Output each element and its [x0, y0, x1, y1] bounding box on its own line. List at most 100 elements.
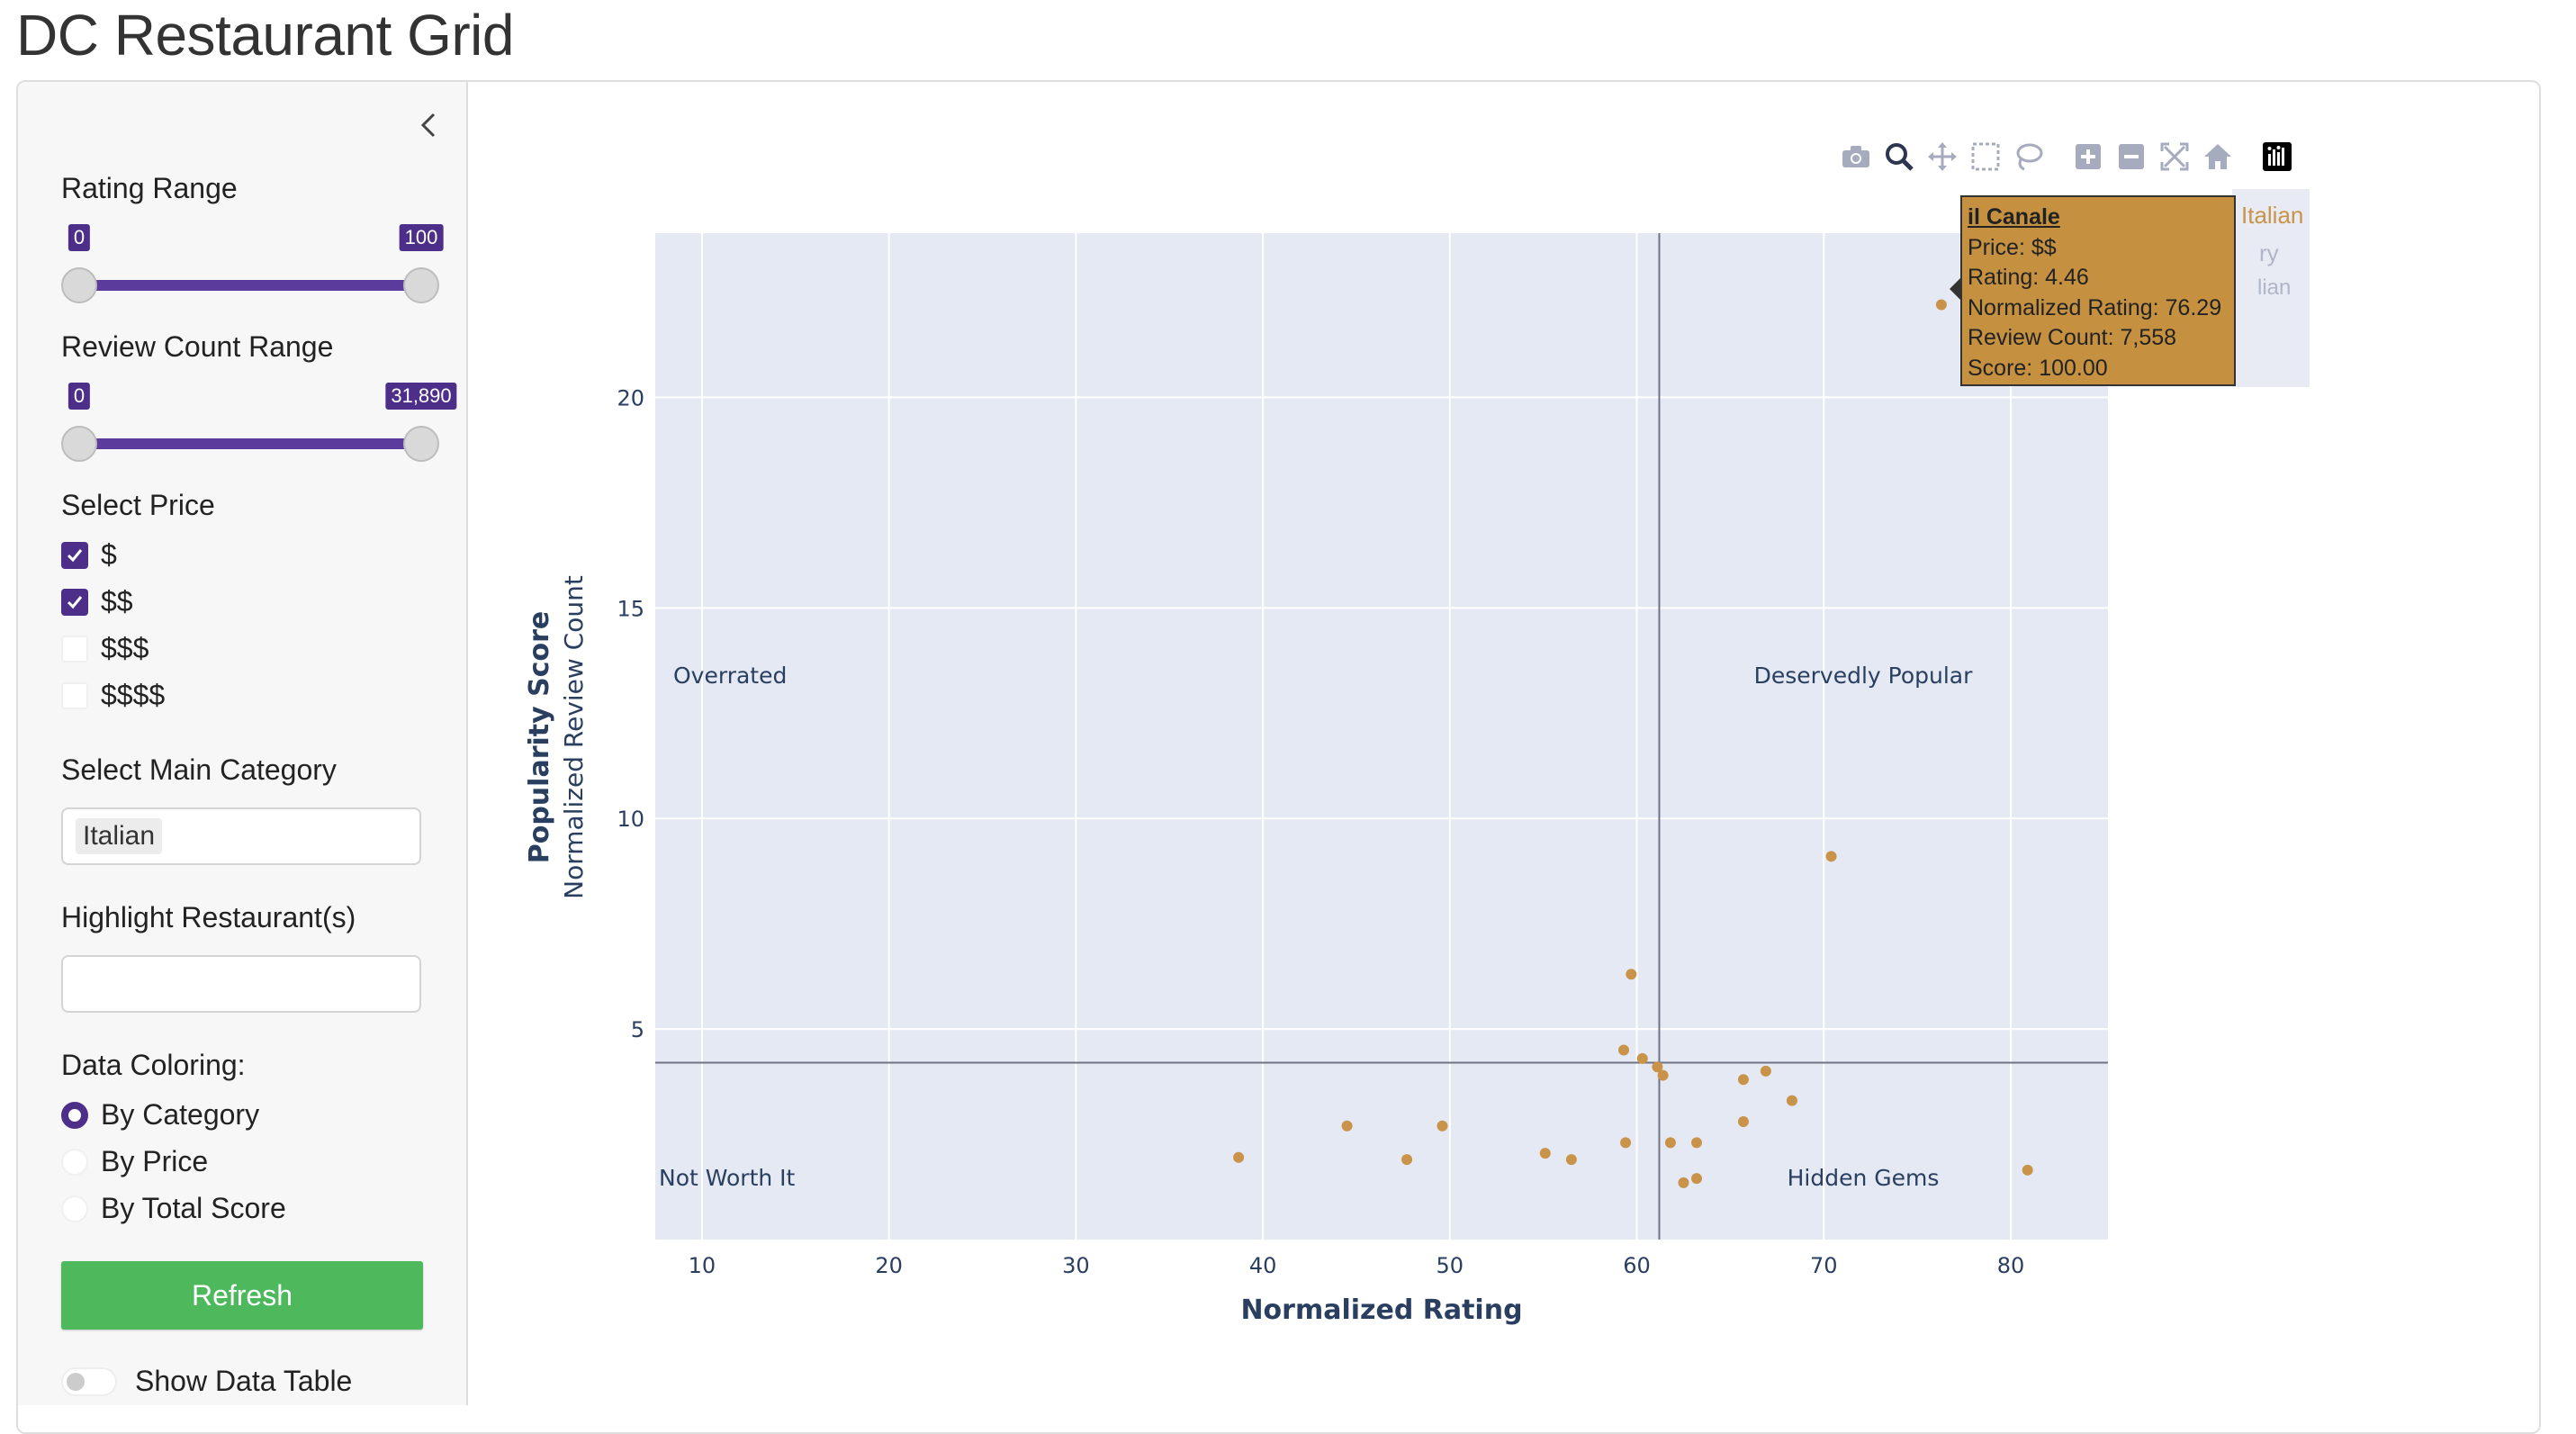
- y-tick-label: 5: [631, 1017, 644, 1042]
- plotly-logo-button[interactable]: [2256, 137, 2299, 176]
- camera-icon: [1842, 146, 1869, 167]
- slider-track: [79, 438, 421, 449]
- price-option-label: $$$: [101, 632, 149, 664]
- rating-range-min-handle[interactable]: [61, 267, 97, 303]
- autoscale-button[interactable]: [2153, 137, 2196, 176]
- download-plot-button[interactable]: [1834, 137, 1878, 176]
- y-axis-subtitle: Normalized Review Count: [559, 575, 589, 899]
- legend-item[interactable]: lian: [2257, 275, 2292, 300]
- zoom-button[interactable]: [1878, 137, 1921, 176]
- price-checkbox-2[interactable]: $$: [61, 585, 133, 618]
- main-category-select[interactable]: Italian: [61, 807, 421, 865]
- check-icon: [67, 548, 83, 562]
- y-tick-label: 10: [617, 807, 644, 832]
- tooltip-line: Rating: 4.46: [1968, 265, 2089, 290]
- home-icon: [2204, 144, 2231, 169]
- data-point: [1618, 1044, 1629, 1056]
- box-select-button[interactable]: [1964, 137, 2007, 176]
- coloring-radio-by-total-score[interactable]: By Total Score: [61, 1192, 286, 1225]
- checkbox-box[interactable]: [61, 541, 88, 569]
- sidebar: Rating Range 0 100 Review Count Range 0 …: [18, 82, 468, 1405]
- coloring-option-label: By Category: [101, 1098, 260, 1131]
- data-point: [1935, 299, 1947, 311]
- scatter-chart[interactable]: 10 20 30 40 50 60 70 80 5 10 15 20 Overrated Deserved…: [468, 82, 2520, 1399]
- chart-layer: 10 20 30 40 50 60 70 80 5 10 15 20 Overrated Deserved…: [524, 233, 2108, 1326]
- quadrant-label-overrated: Overrated: [673, 663, 787, 689]
- rating-range-max-handle[interactable]: [403, 267, 439, 303]
- toggle-knob: [67, 1373, 85, 1391]
- review-count-max-handle[interactable]: [403, 426, 439, 462]
- legend-item[interactable]: ry: [2259, 239, 2279, 266]
- data-point: [1636, 1052, 1648, 1064]
- plot-area: [655, 233, 2108, 1240]
- zoom-in-button[interactable]: [2067, 137, 2110, 176]
- show-data-table-toggle[interactable]: [61, 1367, 117, 1396]
- refresh-button[interactable]: Refresh: [61, 1261, 423, 1330]
- price-checkbox-4[interactable]: $$$$: [61, 679, 165, 712]
- checkbox-box[interactable]: [61, 681, 88, 709]
- x-tick-label: 70: [1810, 1253, 1838, 1278]
- quadrant-label-not-worth-it: Not Worth It: [659, 1165, 796, 1191]
- selected-category-chip[interactable]: Italian: [76, 818, 163, 854]
- price-option-label: $: [101, 538, 117, 571]
- data-point: [1691, 1137, 1703, 1149]
- radio-button[interactable]: [61, 1195, 88, 1222]
- zoom-in-icon: [2076, 144, 2101, 169]
- review-count-range-label: Review Count Range: [61, 330, 334, 363]
- legend-item[interactable]: Italian: [2241, 202, 2304, 229]
- highlight-restaurants-field[interactable]: [61, 955, 421, 1013]
- checkbox-box[interactable]: [61, 588, 88, 616]
- tooltip-restaurant-name: il Canale: [1968, 204, 2060, 230]
- app-title: DC Restaurant Grid: [16, 3, 514, 68]
- data-point: [1678, 1177, 1689, 1188]
- rating-range-slider[interactable]: 0 100: [61, 224, 444, 305]
- x-tick-label: 80: [1997, 1253, 2025, 1278]
- coloring-radio-by-category[interactable]: By Category: [61, 1098, 259, 1132]
- data-point: [1565, 1154, 1577, 1166]
- radio-button[interactable]: [61, 1101, 88, 1129]
- tooltip-line: Normalized Rating: 76.29: [1968, 294, 2222, 320]
- quadrant-label-hidden-gems: Hidden Gems: [1788, 1165, 1940, 1191]
- y-axis-title: Popularity Score: [524, 611, 555, 864]
- price-option-label: $$$$: [101, 679, 166, 711]
- slider-track: [79, 280, 421, 291]
- coloring-radio-by-price[interactable]: By Price: [61, 1145, 208, 1178]
- data-point: [1737, 1074, 1749, 1086]
- price-option-label: $$: [101, 585, 133, 618]
- chevron-left-icon: [420, 113, 436, 138]
- data-point: [2022, 1164, 2033, 1176]
- data-point: [1825, 851, 1837, 862]
- y-tick-label: 20: [617, 385, 644, 410]
- x-tick-label: 10: [689, 1253, 716, 1278]
- data-point: [1233, 1151, 1245, 1163]
- zoom-icon: [1886, 143, 1914, 171]
- autoscale-icon: [2160, 142, 2189, 171]
- data-point: [1652, 1061, 1663, 1073]
- box-select-icon: [1971, 142, 2000, 171]
- radio-button[interactable]: [61, 1148, 88, 1176]
- zoom-out-button[interactable]: [2110, 137, 2153, 176]
- review-count-min-tag: 0: [68, 383, 91, 410]
- reset-axes-button[interactable]: [2196, 137, 2239, 176]
- price-checkbox-3[interactable]: $$$: [61, 632, 149, 665]
- data-point: [1691, 1173, 1703, 1185]
- x-tick-label: 40: [1249, 1253, 1277, 1278]
- checkbox-box[interactable]: [61, 635, 88, 663]
- review-count-min-handle[interactable]: [61, 426, 97, 462]
- x-tick-label: 20: [875, 1253, 903, 1278]
- price-checkbox-1[interactable]: $: [61, 538, 117, 572]
- pan-button[interactable]: [1921, 137, 1964, 176]
- select-price-label: Select Price: [61, 489, 215, 521]
- highlight-restaurants-input[interactable]: [63, 957, 419, 1011]
- lasso-select-button[interactable]: [2007, 137, 2050, 176]
- lasso-icon: [2016, 143, 2043, 171]
- x-tick-label: 30: [1062, 1253, 1090, 1278]
- collapse-sidebar-button[interactable]: [410, 107, 446, 143]
- coloring-option-label: By Price: [101, 1145, 209, 1177]
- review-count-range-slider[interactable]: 0 31,890: [61, 383, 457, 464]
- show-data-table-label: Show Data Table: [135, 1365, 353, 1397]
- rating-range-min-tag: 0: [68, 224, 91, 251]
- tooltip-line: Price: $$: [1968, 234, 2057, 260]
- data-point: [1737, 1116, 1749, 1128]
- hover-tooltip: il Canale Price: $$ Rating: 4.46 Normali…: [1960, 195, 2236, 386]
